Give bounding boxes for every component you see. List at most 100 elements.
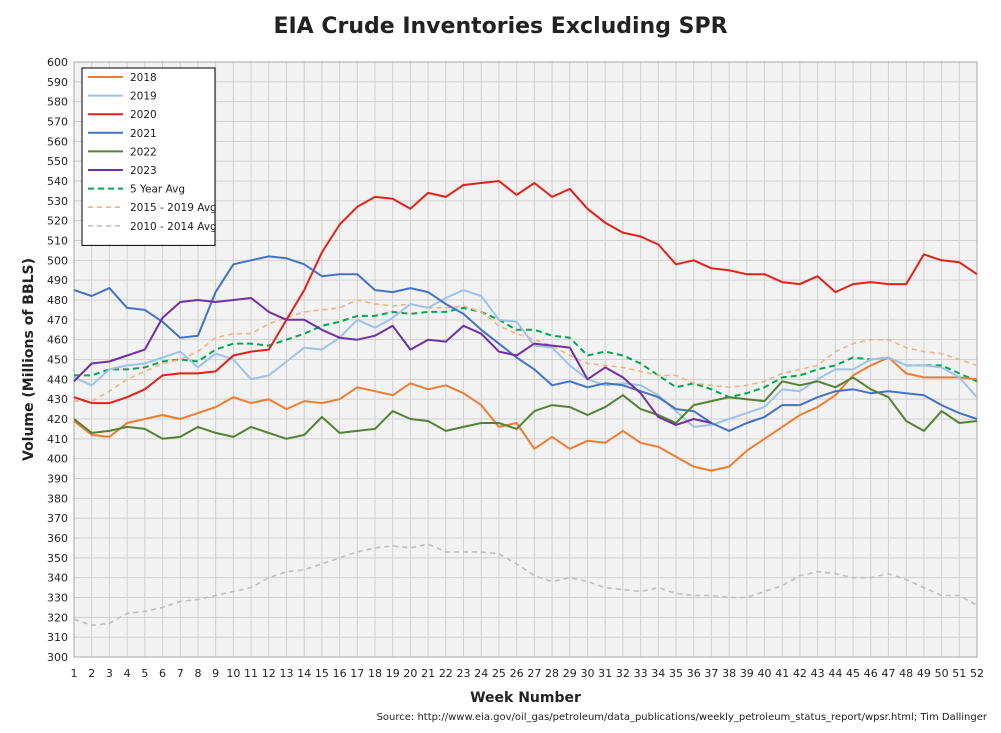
- x-tick-label: 7: [177, 667, 184, 680]
- series-line-2021: [73, 255, 978, 432]
- x-tick-label: 1: [71, 667, 78, 680]
- x-tick-label: 49: [917, 667, 931, 680]
- x-tick-label: 37: [704, 667, 718, 680]
- y-tick-label: 310: [47, 631, 68, 644]
- y-tick-label: 360: [47, 532, 68, 545]
- y-tick-label: 300: [47, 651, 68, 664]
- x-tick-label: 40: [758, 667, 772, 680]
- legend-box: [81, 67, 216, 246]
- x-tick-label: 38: [722, 667, 736, 680]
- x-tick-label: 18: [368, 667, 382, 680]
- x-tick-label: 10: [226, 667, 240, 680]
- x-tick-label: 20: [403, 667, 417, 680]
- x-tick-label: 30: [580, 667, 594, 680]
- legend-label-2021: 2021: [130, 128, 157, 140]
- y-tick-label: 580: [47, 96, 68, 109]
- x-tick-label: 27: [527, 667, 541, 680]
- series-line-2020: [73, 180, 978, 405]
- x-tick-label: 15: [315, 667, 329, 680]
- chart-title: EIA Crude Inventories Excluding SPR: [273, 14, 728, 39]
- legend-label-2019: 2019: [130, 91, 157, 103]
- x-tick-label: 12: [262, 667, 276, 680]
- x-tick-label: 39: [740, 667, 754, 680]
- x-tick-label: 35: [669, 667, 683, 680]
- legend-label-2015-2019-avg: 2015 - 2019 Avg: [130, 202, 217, 214]
- x-tick-label: 32: [616, 667, 630, 680]
- x-tick-label: 2: [88, 667, 95, 680]
- y-tick-label: 540: [47, 175, 68, 188]
- x-tick-label: 6: [159, 667, 166, 680]
- y-tick-label: 410: [47, 433, 68, 446]
- y-tick-label: 430: [47, 393, 68, 406]
- y-tick-label: 500: [47, 254, 68, 267]
- x-tick-label: 3: [106, 667, 113, 680]
- x-tick-label: 21: [421, 667, 435, 680]
- x-axis-ticks: 1 2 3 4 5 6 7 8 9 10 11 12 13 14 15 16 17 18 19 20 21 22 23 24 2…: [71, 667, 985, 680]
- y-tick-label: 390: [47, 473, 68, 486]
- x-tick-label: 26: [510, 667, 524, 680]
- y-tick-label: 330: [47, 592, 68, 605]
- x-tick-label: 31: [598, 667, 612, 680]
- legend-label-2010-2014-avg: 2010 - 2014 Avg: [130, 221, 217, 233]
- y-tick-label: 460: [47, 334, 68, 347]
- series-line-2018: [73, 356, 978, 472]
- x-tick-label: 36: [687, 667, 701, 680]
- y-tick-label: 590: [47, 76, 68, 89]
- y-tick-label: 400: [47, 453, 68, 466]
- x-tick-label: 17: [350, 667, 364, 680]
- legend-label-2020: 2020: [130, 109, 157, 121]
- x-tick-label: 45: [846, 667, 860, 680]
- x-tick-label: 11: [244, 667, 258, 680]
- x-tick-label: 16: [333, 667, 347, 680]
- y-tick-label: 520: [47, 215, 68, 228]
- y-tick-label: 420: [47, 413, 68, 426]
- series-line-2022: [73, 376, 978, 440]
- y-tick-label: 470: [47, 314, 68, 327]
- x-tick-label: 22: [439, 667, 453, 680]
- legend: 2018 2019 2020 2021 2022 2023 5 Year Avg 2015 -…: [81, 67, 217, 246]
- y-tick-label: 490: [47, 274, 68, 287]
- legend-label-2023: 2023: [130, 165, 157, 177]
- series-line-2019: [73, 289, 978, 428]
- x-tick-label: 4: [124, 667, 131, 680]
- series-line-2023: [73, 297, 712, 426]
- x-tick-label: 41: [775, 667, 789, 680]
- x-tick-label: 9: [212, 667, 219, 680]
- x-tick-label: 8: [194, 667, 201, 680]
- y-tick-label: 380: [47, 492, 68, 505]
- series-layer: [73, 180, 978, 627]
- series-line-2010-2014-avg: [73, 543, 978, 627]
- plot-border: [73, 61, 978, 658]
- x-tick-label: 51: [952, 667, 966, 680]
- gridlines: [73, 61, 978, 658]
- x-tick-label: 14: [297, 667, 311, 680]
- y-tick-label: 350: [47, 552, 68, 565]
- x-tick-label: 44: [828, 667, 842, 680]
- legend-label-2022: 2022: [130, 146, 157, 158]
- x-tick-label: 23: [457, 667, 471, 680]
- y-tick-label: 550: [47, 155, 68, 168]
- y-tick-label: 560: [47, 135, 68, 148]
- y-tick-label: 510: [47, 235, 68, 248]
- y-axis-label: Volume (Millions of BBLS): [21, 258, 37, 461]
- x-tick-label: 43: [811, 667, 825, 680]
- legend-label-5-year-avg: 5 Year Avg: [130, 184, 185, 196]
- y-tick-label: 450: [47, 354, 68, 367]
- y-tick-label: 570: [47, 116, 68, 129]
- y-tick-label: 370: [47, 512, 68, 525]
- x-tick-label: 48: [899, 667, 913, 680]
- x-tick-label: 19: [386, 667, 400, 680]
- x-tick-label: 33: [634, 667, 648, 680]
- x-tick-label: 13: [279, 667, 293, 680]
- legend-label-2018: 2018: [130, 72, 157, 84]
- y-tick-label: 480: [47, 294, 68, 307]
- y-tick-label: 440: [47, 373, 68, 386]
- y-tick-label: 530: [47, 195, 68, 208]
- x-axis-label: Week Number: [470, 690, 581, 706]
- x-tick-label: 47: [881, 667, 895, 680]
- source-note: Source: http://www.eia.gov/oil_gas/petro…: [376, 712, 987, 723]
- x-tick-label: 5: [141, 667, 148, 680]
- y-tick-label: 320: [47, 611, 68, 624]
- y-tick-label: 600: [47, 56, 68, 69]
